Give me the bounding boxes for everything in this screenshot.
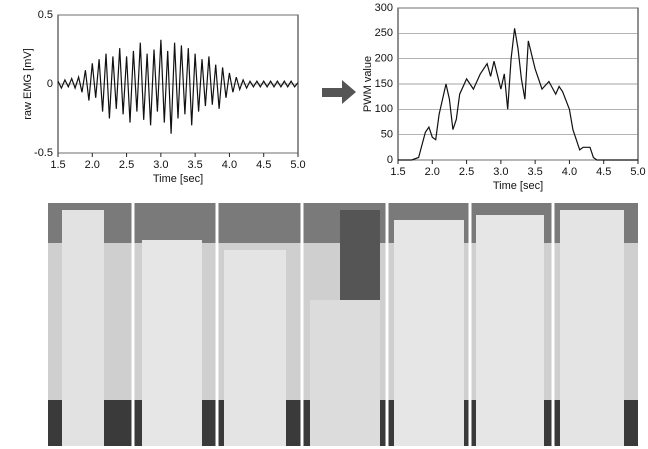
x-tick-label: 2.5 xyxy=(459,166,474,178)
y-tick-label: 0 xyxy=(387,154,393,166)
x-axis-label: Time [sec] xyxy=(153,173,203,185)
x-tick-label: 4.0 xyxy=(562,166,577,178)
photo-strip xyxy=(48,203,638,446)
data-line xyxy=(398,28,638,160)
x-tick-label: 5.0 xyxy=(290,159,305,171)
x-axis-label: Time [sec] xyxy=(493,180,543,192)
x-tick-label: 3.5 xyxy=(527,166,542,178)
y-tick-label: 300 xyxy=(375,2,393,14)
y-tick-label: 0 xyxy=(47,78,53,90)
y-tick-label: 100 xyxy=(375,103,393,115)
y-tick-label: 250 xyxy=(375,27,393,39)
arrow xyxy=(322,80,356,104)
figure: -0.5 0 0.5 1.5 2.0 2.5 3.0 3.5 4.0 4.5 5.0 Time [se… xyxy=(0,0,648,449)
x-tick-label: 4.0 xyxy=(222,159,237,171)
x-tick-label: 3.0 xyxy=(493,166,508,178)
y-axis-label: raw EMG [mV] xyxy=(22,48,34,120)
x-tick-label: 1.5 xyxy=(50,159,65,171)
x-tick-label: 3.5 xyxy=(187,159,202,171)
x-tick-label: 2.0 xyxy=(85,159,100,171)
y-tick-label: -0.5 xyxy=(34,147,53,159)
data-line xyxy=(58,40,298,134)
x-tick-label: 3.0 xyxy=(153,159,168,171)
y-tick-label: 50 xyxy=(381,129,393,141)
x-tick-label: 2.5 xyxy=(119,159,134,171)
x-tick-label: 1.5 xyxy=(390,166,405,178)
x-tick-label: 5.0 xyxy=(630,166,645,178)
y-axis-label: PWM value xyxy=(362,56,374,112)
x-tick-label: 2.0 xyxy=(425,166,440,178)
y-tick-label: 0.5 xyxy=(38,9,53,21)
y-tick-label: 200 xyxy=(375,53,393,65)
x-tick-label: 4.5 xyxy=(596,166,611,178)
x-tick-label: 4.5 xyxy=(256,159,271,171)
y-tick-label: 150 xyxy=(375,78,393,90)
